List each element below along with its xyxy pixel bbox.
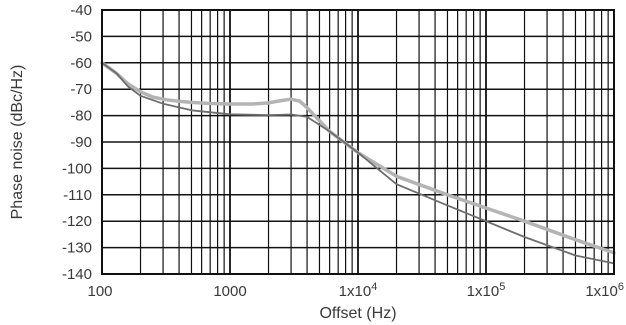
y-tick-label: -100 (62, 160, 92, 177)
tick-exponent: 6 (618, 281, 624, 293)
tick-exponent: 4 (371, 281, 377, 293)
x-tick-label: 100 (87, 283, 112, 300)
x-tick-label: 1x106 (585, 281, 624, 300)
y-tick-label: -40 (70, 2, 92, 19)
y-tick-labels: -40 -50 -60 -70 -80 -90 -100 -110 -120 -130 -140 (62, 2, 92, 283)
y-tick-label: -80 (70, 108, 92, 125)
tick-exponent: 5 (499, 281, 505, 293)
plot-frame (101, 9, 615, 275)
x-tick-labels: 100 1000 1x104 1x105 1x106 (87, 281, 624, 300)
y-tick-label: -50 (70, 28, 92, 45)
y-tick-label: -60 (70, 55, 92, 72)
series-line-light (100, 61, 616, 255)
series-line-dark (101, 61, 615, 265)
y-tick-label: -130 (62, 240, 92, 257)
series-layer (100, 61, 616, 265)
x-tick-label: 1x104 (339, 281, 378, 300)
x-tick-label: 1x105 (467, 281, 506, 300)
y-tick-label: -110 (63, 187, 92, 204)
y-axis-title: Phase noise (dBc/Hz) (9, 65, 26, 220)
y-tick-label: -70 (70, 81, 92, 98)
y-tick-label: -90 (70, 134, 92, 151)
y-tick-label: -120 (62, 213, 92, 230)
y-tick-label: -140 (62, 266, 92, 283)
grid (101, 9, 614, 275)
x-axis-title: Offset (Hz) (319, 305, 396, 322)
x-tick-label: 1000 (213, 283, 246, 300)
